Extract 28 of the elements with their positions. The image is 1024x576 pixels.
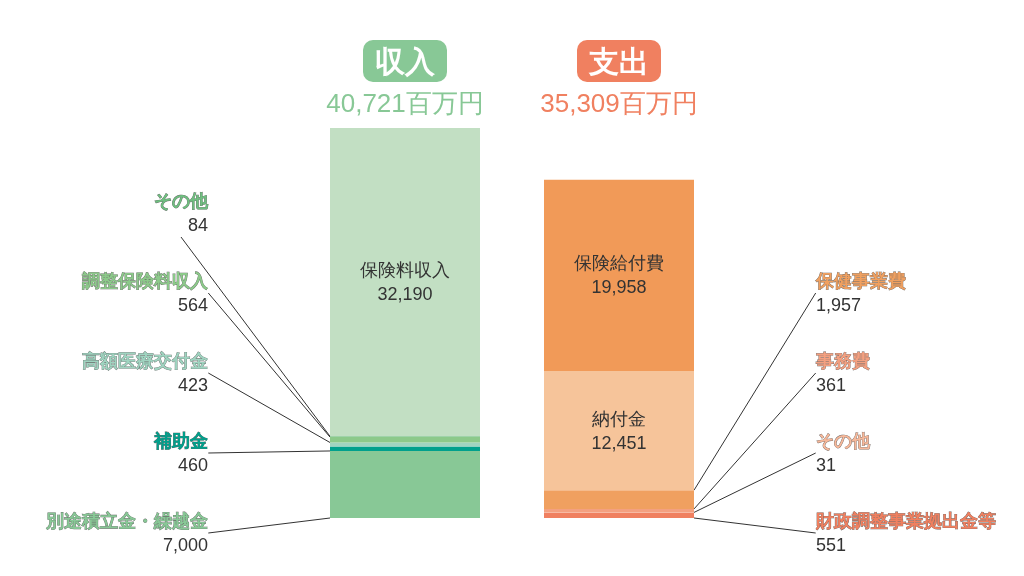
data-label: 423 [177, 375, 208, 395]
data-label: 31 [816, 455, 837, 475]
text: その他 [816, 431, 871, 451]
series-label: 納付金 [592, 408, 646, 429]
text: 財政調整事業拠出金等 [815, 511, 996, 531]
data-label: 84 [187, 215, 208, 235]
total-label: 35,309百万円 [540, 88, 698, 118]
text: 高額医療交付金 [82, 351, 208, 371]
data-label: 551 [816, 535, 847, 555]
data-label: 32,190 [377, 284, 433, 305]
x-tick-label: 収入 [375, 44, 436, 78]
data-label: 12,451 [591, 432, 647, 453]
series-label: 保険給付費 [574, 253, 664, 274]
data-label: 19,958 [591, 277, 647, 298]
text: 調整保険料収入 [82, 271, 209, 291]
series-label: 保険料収入 [360, 260, 450, 281]
text: 別途積立金・繰越金 [45, 511, 208, 531]
data-label: 1,957 [816, 295, 862, 315]
total-label: 40,721百万円 [326, 88, 484, 118]
text: 事務費 [815, 351, 870, 371]
data-label: 564 [177, 295, 208, 315]
data-label: 460 [177, 455, 208, 475]
data-label: 361 [816, 375, 847, 395]
text: 保健事業費 [815, 271, 906, 291]
text: その他 [154, 191, 209, 211]
x-tick-label: 支出 [588, 44, 649, 78]
text: 補助金 [153, 431, 208, 451]
data-label: 7,000 [162, 535, 208, 555]
